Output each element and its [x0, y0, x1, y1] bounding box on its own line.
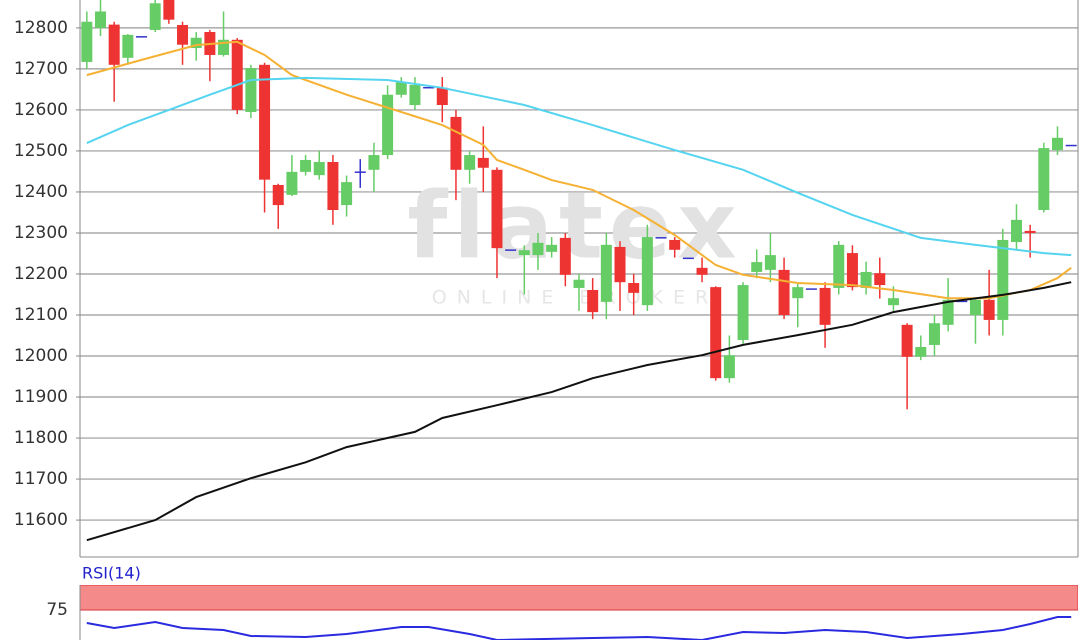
rsi-plot — [80, 585, 1078, 640]
candle-body — [177, 25, 189, 45]
candle-body — [518, 250, 530, 256]
watermark: flatex — [407, 172, 742, 279]
candle-body — [846, 253, 858, 288]
candle-body — [655, 237, 667, 239]
candle-body — [81, 21, 93, 62]
candle-body — [641, 237, 653, 306]
candle-body — [628, 283, 640, 293]
moving-average-line — [86, 76, 1072, 257]
candle-body — [149, 3, 161, 30]
candle-body — [505, 249, 517, 251]
candle-body — [614, 246, 626, 283]
candle-body — [300, 159, 312, 172]
candle-body — [573, 279, 585, 288]
candle-body — [764, 255, 776, 270]
candle-body — [354, 171, 366, 173]
y-tick-label: 11800 — [14, 428, 68, 448]
candle-body — [327, 162, 339, 211]
candle-body — [792, 287, 804, 299]
moving-average-line — [86, 281, 1072, 542]
candle-body — [491, 169, 503, 249]
candle-body — [286, 171, 298, 195]
candle-body — [1065, 144, 1077, 147]
rsi-line — [86, 616, 1072, 640]
candle-body — [1010, 219, 1022, 242]
candle-body — [942, 299, 954, 325]
candle-body — [259, 64, 271, 180]
candle-body — [368, 155, 380, 170]
y-tick-label: 11600 — [14, 510, 68, 530]
candle-body — [423, 86, 435, 89]
candle-body — [969, 299, 981, 316]
y-tick-label: 75 — [46, 600, 68, 620]
candle-body — [122, 34, 134, 58]
y-tick-label: 12600 — [14, 100, 68, 120]
candle-body — [805, 288, 817, 290]
candle-body — [915, 346, 927, 357]
candle-body — [436, 87, 448, 106]
candle-body — [272, 184, 284, 206]
candle-body — [887, 298, 899, 306]
candle-body — [477, 157, 489, 168]
candle-body — [341, 182, 353, 206]
candle-body — [778, 269, 790, 316]
candle-body — [696, 267, 708, 275]
candle-body — [108, 24, 120, 65]
candle-body — [723, 355, 735, 379]
candle-body — [997, 239, 1009, 320]
candle-body — [190, 37, 202, 48]
candle-body — [546, 244, 558, 252]
y-tick-label: 12300 — [14, 223, 68, 243]
y-tick-label: 11900 — [14, 387, 68, 407]
overbought-band — [80, 585, 1078, 611]
candle-body — [956, 300, 968, 303]
candle-body — [464, 155, 476, 170]
candle-body — [1051, 137, 1063, 151]
candle-body — [587, 289, 599, 313]
candle-body — [901, 324, 913, 357]
candle-body — [751, 262, 763, 272]
candle-body — [450, 116, 462, 170]
candle-body — [395, 82, 407, 95]
candle-body — [136, 36, 148, 38]
candle-body — [163, 0, 175, 20]
axes: 11600 11700 11800 11900 12000 12100 12200 12300… — [14, 18, 80, 620]
candle-body — [983, 299, 995, 320]
main-plot: flatex ONLINE BROKER — [80, 0, 1078, 542]
candle-body — [874, 273, 886, 286]
candle-body — [600, 244, 612, 302]
y-tick-label: 12700 — [14, 59, 68, 79]
watermark-subtext: ONLINE BROKER — [432, 287, 718, 309]
y-tick-label: 12400 — [14, 182, 68, 202]
candle-body — [559, 237, 571, 275]
y-tick-label: 12500 — [14, 141, 68, 161]
candle-body — [860, 271, 872, 288]
candle-body — [710, 287, 722, 379]
candle-body — [313, 162, 325, 176]
candle-body — [409, 84, 421, 106]
candle-body — [833, 244, 845, 288]
y-tick-label: 12200 — [14, 264, 68, 284]
candle-body — [245, 68, 257, 112]
candle-body — [532, 242, 544, 256]
y-tick-label: 12100 — [14, 305, 68, 325]
candle-body — [819, 287, 831, 325]
candle-body — [669, 239, 681, 250]
candle-body — [928, 323, 940, 345]
rsi-title: RSI(14) — [82, 564, 141, 583]
y-tick-label: 12000 — [14, 346, 68, 366]
candle-body — [231, 39, 243, 110]
candle-body — [737, 285, 749, 341]
candle-body — [95, 11, 107, 28]
y-tick-label: 12800 — [14, 18, 68, 38]
y-tick-label: 11700 — [14, 469, 68, 489]
candle-body — [382, 94, 394, 156]
candle-body — [682, 257, 694, 260]
candle-body — [218, 39, 230, 55]
moving-average-line — [86, 40, 1072, 300]
candle-body — [1024, 230, 1036, 233]
candle-body — [1038, 148, 1050, 211]
